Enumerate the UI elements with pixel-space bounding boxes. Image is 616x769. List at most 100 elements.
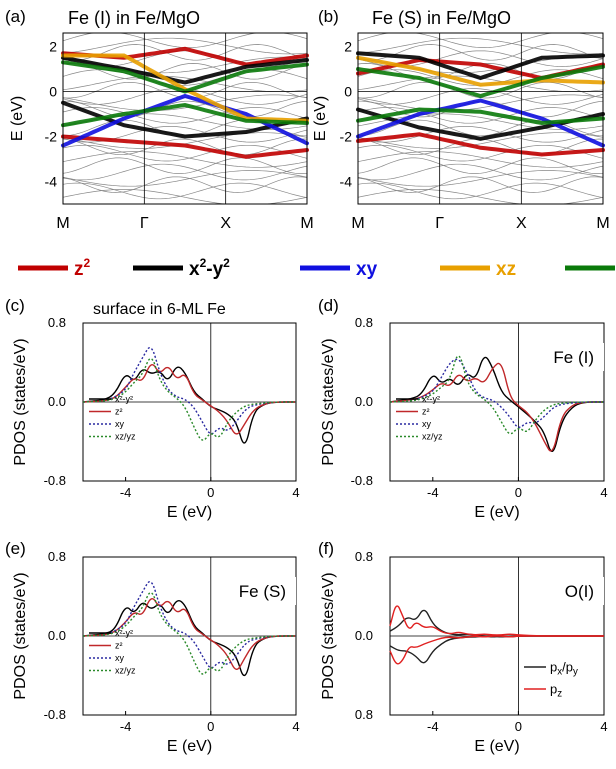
y-tick-label: -4 [45, 174, 58, 190]
x-axis-label: E (eV) [167, 738, 212, 755]
series-line-2 [389, 358, 604, 428]
orbital-label: z2 [74, 256, 91, 280]
y-tick-label: 0.8 [48, 315, 66, 330]
band-2 [61, 55, 309, 85]
band-line [62, 170, 308, 187]
band-line [357, 157, 604, 174]
series-line-0 [389, 356, 604, 452]
series-line-3 [389, 355, 604, 435]
y-tick-label: -2 [45, 129, 58, 145]
x-tick-label: -4 [120, 719, 132, 734]
x-tick-label: -4 [427, 719, 439, 734]
band-line [62, 63, 308, 80]
band-line [62, 144, 308, 162]
band-line [62, 189, 308, 205]
band-6 [356, 64, 605, 99]
series-line-3 [389, 635, 604, 665]
plot-frame [62, 32, 308, 205]
band-7 [356, 107, 605, 126]
k-point-label: M [56, 215, 69, 232]
band-line [62, 157, 308, 174]
legend-label: x²-y² [422, 394, 440, 404]
band-line [357, 132, 604, 149]
series-line-3 [82, 358, 296, 441]
band-line [357, 94, 604, 111]
legend-label: x²-y² [115, 628, 133, 638]
legend: x²-y² z² xy xz/yz [89, 628, 136, 676]
y-tick-label: 0.8 [355, 549, 373, 564]
legend: x²-y² z² xy xz/yz [396, 394, 443, 442]
band-line [357, 37, 604, 55]
orbital-label-part: -y [206, 259, 223, 280]
orbital-label: xz [496, 259, 516, 280]
series-line-0 [82, 599, 296, 677]
y-tick-label: 2 [49, 39, 57, 55]
annotation-bg [528, 577, 604, 605]
y-tick-label: -0.8 [44, 707, 66, 722]
legend-label: px/py [550, 660, 578, 678]
x-tick-label: 0 [515, 719, 522, 734]
pdos-panel-d: -4 0 4 0.8 0.0 -0.8 E (eV) PDOS (states/eV) (d) F… [318, 296, 608, 521]
x-tick-label: 4 [292, 485, 299, 500]
band-line [357, 144, 604, 162]
x-axis-label: E (eV) [474, 504, 519, 521]
orbital-label-part: z [74, 259, 84, 280]
y-tick-label: 0.8 [355, 315, 373, 330]
band-line [62, 151, 308, 168]
y-tick-label: -0.8 [44, 473, 66, 488]
band-1 [356, 132, 605, 157]
series-line-0 [389, 609, 604, 638]
band-7 [61, 102, 309, 128]
annotation-bg [220, 577, 296, 605]
panel-label: (e) [5, 539, 26, 558]
orbital-label-sup: 2 [200, 256, 207, 270]
band-1 [61, 134, 309, 159]
band-line [357, 126, 604, 143]
band-line [357, 163, 604, 181]
band-2 [356, 51, 605, 81]
legend-label: xz/yz [115, 432, 136, 442]
legend: x²-y² z² xy xz/yz [89, 394, 136, 442]
x-tick-label: -4 [427, 485, 439, 500]
band-line [357, 176, 604, 193]
band-panel-a: 2 0 -2 -4 M Γ X M E (eV) (a) Fe (I) in Fe/MgO [5, 7, 314, 232]
orbital-label: xy [356, 259, 378, 280]
band-line [62, 138, 308, 156]
y-axis-label: E (eV) [9, 96, 26, 141]
panel-title: Fe (S) in Fe/MgO [372, 8, 511, 28]
legend-label-part: /p [562, 660, 573, 675]
orbital-label-part: xy [356, 259, 378, 280]
x-tick-label: 4 [600, 485, 607, 500]
panel-annotation: Fe (I) [553, 348, 594, 367]
panel-label: (c) [5, 296, 25, 315]
x-tick-label: 4 [600, 719, 607, 734]
pdos-panel-c: -4 0 4 0.8 0.0 -0.8 E (eV) PDOS (states/eV) (c) s… [5, 296, 300, 521]
legend-label: xy [422, 419, 432, 429]
x-tick-label: 0 [207, 719, 214, 734]
y-tick-label: 0.0 [355, 394, 373, 409]
legend-label: z² [115, 407, 123, 417]
y-tick-label: -2 [340, 129, 353, 145]
panel-title: Fe (I) in Fe/MgO [68, 8, 200, 28]
series-line-1 [82, 598, 296, 670]
band-line [357, 182, 604, 200]
legend-label: z² [115, 641, 123, 651]
k-point-label: Γ [435, 215, 444, 232]
band-line [62, 107, 308, 124]
y-tick-label: 0.8 [355, 707, 373, 722]
band-line [357, 32, 604, 48]
band-line [357, 88, 604, 105]
series-line-1 [82, 364, 296, 435]
y-tick-label: 0.0 [48, 394, 66, 409]
k-point-label: Γ [140, 215, 149, 232]
annotation-bg [528, 343, 604, 371]
orbital-label-sup: 2 [223, 256, 230, 270]
band-line [357, 151, 604, 168]
y-tick-label: 0.8 [48, 549, 66, 564]
panel-annotation: O(I) [565, 582, 594, 601]
band-line [62, 182, 308, 200]
orbital-label-part: xz [496, 259, 516, 280]
k-point-label: M [596, 215, 609, 232]
band-line [62, 44, 308, 61]
